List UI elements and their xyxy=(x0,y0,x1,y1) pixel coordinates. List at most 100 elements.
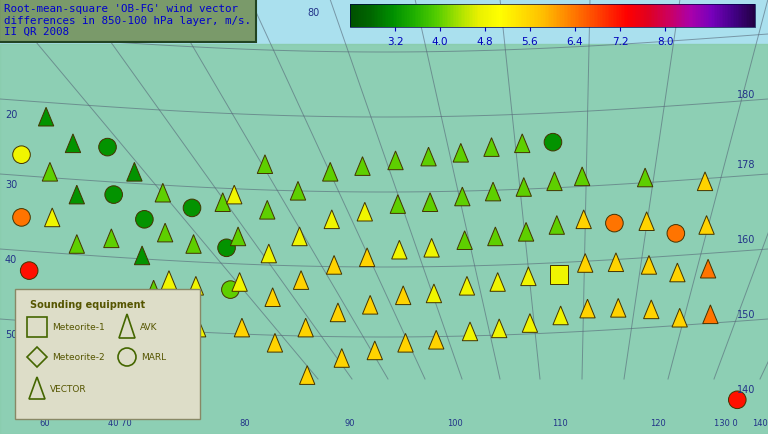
Polygon shape xyxy=(161,271,177,290)
Text: 90: 90 xyxy=(434,8,446,18)
Bar xyxy=(550,266,568,284)
Bar xyxy=(0,45,768,434)
Polygon shape xyxy=(547,172,562,191)
Text: 178: 178 xyxy=(737,160,755,170)
Polygon shape xyxy=(357,203,372,221)
Circle shape xyxy=(184,200,200,217)
Text: 30: 30 xyxy=(5,180,17,190)
Polygon shape xyxy=(515,135,530,153)
Text: 60: 60 xyxy=(40,418,51,427)
Polygon shape xyxy=(637,169,653,187)
Polygon shape xyxy=(155,184,170,203)
Polygon shape xyxy=(398,334,413,352)
Polygon shape xyxy=(355,158,370,176)
Polygon shape xyxy=(670,263,685,282)
Polygon shape xyxy=(134,247,150,265)
Circle shape xyxy=(222,281,239,299)
Polygon shape xyxy=(488,227,503,246)
Polygon shape xyxy=(232,273,247,292)
Polygon shape xyxy=(574,168,590,186)
Text: Root-mean-square 'OB-FG' wind vector
differences in 850-100 hPa layer, m/s.
II Q: Root-mean-square 'OB-FG' wind vector dif… xyxy=(4,4,251,37)
Polygon shape xyxy=(146,280,161,299)
Polygon shape xyxy=(265,288,280,307)
Text: 120: 120 xyxy=(650,418,666,427)
Polygon shape xyxy=(699,216,714,235)
Bar xyxy=(27,317,47,337)
Text: 160: 160 xyxy=(737,234,755,244)
Polygon shape xyxy=(257,155,273,174)
Polygon shape xyxy=(65,135,81,153)
Text: 150: 150 xyxy=(737,309,755,319)
Polygon shape xyxy=(644,300,659,319)
Polygon shape xyxy=(611,299,626,317)
Polygon shape xyxy=(69,186,84,204)
Polygon shape xyxy=(422,194,438,212)
Text: AVK: AVK xyxy=(140,323,157,332)
Text: 180: 180 xyxy=(737,90,755,100)
Polygon shape xyxy=(457,231,472,250)
Circle shape xyxy=(136,211,153,229)
Text: VECTOR: VECTOR xyxy=(50,385,87,394)
Polygon shape xyxy=(390,195,406,214)
Circle shape xyxy=(606,215,623,232)
Text: 20: 20 xyxy=(5,110,18,120)
Polygon shape xyxy=(608,253,624,272)
Polygon shape xyxy=(697,172,713,191)
Polygon shape xyxy=(323,163,338,182)
Polygon shape xyxy=(330,303,346,322)
Polygon shape xyxy=(453,144,468,163)
Polygon shape xyxy=(227,186,242,204)
Circle shape xyxy=(21,262,38,280)
Circle shape xyxy=(13,209,30,227)
Polygon shape xyxy=(426,284,442,303)
Text: 90: 90 xyxy=(345,418,356,427)
Text: 140: 140 xyxy=(752,418,768,427)
Polygon shape xyxy=(522,314,538,332)
Polygon shape xyxy=(290,182,306,201)
Polygon shape xyxy=(521,267,536,286)
Circle shape xyxy=(667,225,684,243)
Polygon shape xyxy=(359,248,375,267)
Polygon shape xyxy=(703,305,718,324)
Text: 140: 140 xyxy=(737,384,755,394)
Polygon shape xyxy=(188,277,204,296)
Text: 50: 50 xyxy=(5,329,18,339)
Bar xyxy=(15,289,200,419)
Polygon shape xyxy=(388,151,403,170)
Polygon shape xyxy=(424,239,439,257)
Polygon shape xyxy=(190,319,206,337)
Circle shape xyxy=(545,134,561,151)
Polygon shape xyxy=(324,210,339,229)
Polygon shape xyxy=(298,319,313,337)
Circle shape xyxy=(99,139,116,157)
Text: 100: 100 xyxy=(447,418,463,427)
Text: 40 70: 40 70 xyxy=(108,418,132,427)
Polygon shape xyxy=(485,183,501,201)
Polygon shape xyxy=(672,309,687,327)
Polygon shape xyxy=(230,227,246,246)
Text: 130 0: 130 0 xyxy=(714,418,738,427)
Text: 40: 40 xyxy=(5,254,17,264)
Circle shape xyxy=(13,147,30,164)
Polygon shape xyxy=(104,230,119,248)
Text: 80: 80 xyxy=(240,418,250,427)
Text: Meteorite-2: Meteorite-2 xyxy=(52,353,104,362)
Polygon shape xyxy=(455,187,470,206)
Polygon shape xyxy=(490,273,505,292)
Polygon shape xyxy=(578,254,593,273)
Text: Sounding equipment: Sounding equipment xyxy=(30,299,145,309)
Polygon shape xyxy=(38,108,54,127)
Polygon shape xyxy=(392,241,407,260)
Polygon shape xyxy=(45,208,60,227)
Polygon shape xyxy=(462,322,478,341)
Polygon shape xyxy=(700,260,716,278)
Polygon shape xyxy=(127,163,142,182)
Polygon shape xyxy=(367,341,382,360)
Polygon shape xyxy=(362,296,378,314)
Text: MARL: MARL xyxy=(141,353,166,362)
Polygon shape xyxy=(639,212,654,231)
Polygon shape xyxy=(186,235,201,254)
Text: 100: 100 xyxy=(491,8,509,18)
Polygon shape xyxy=(429,331,444,349)
Polygon shape xyxy=(293,271,309,290)
